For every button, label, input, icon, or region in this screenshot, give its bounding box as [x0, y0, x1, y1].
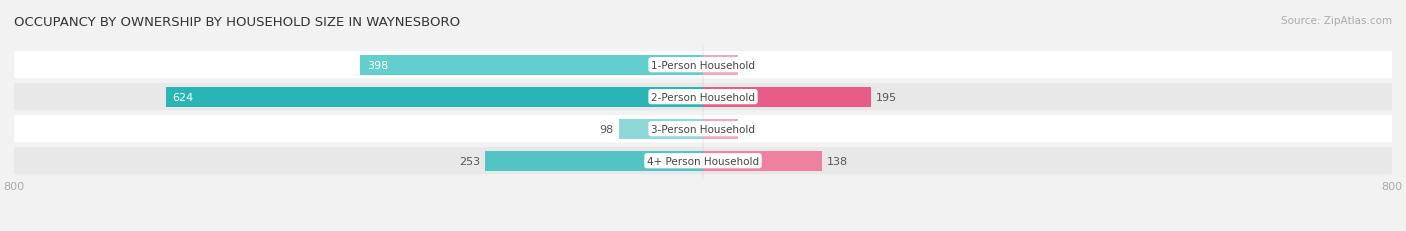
Text: Source: ZipAtlas.com: Source: ZipAtlas.com — [1281, 16, 1392, 26]
Text: 3-Person Household: 3-Person Household — [651, 124, 755, 134]
Bar — [703, 55, 738, 75]
Bar — [703, 119, 738, 139]
Text: 41: 41 — [744, 60, 758, 70]
Bar — [703, 87, 870, 107]
Text: 195: 195 — [876, 92, 897, 102]
Text: 398: 398 — [367, 60, 388, 70]
Text: 98: 98 — [599, 124, 613, 134]
Text: 624: 624 — [173, 92, 194, 102]
Text: 1-Person Household: 1-Person Household — [651, 60, 755, 70]
FancyBboxPatch shape — [14, 147, 1392, 175]
FancyBboxPatch shape — [14, 84, 1392, 111]
Text: OCCUPANCY BY OWNERSHIP BY HOUSEHOLD SIZE IN WAYNESBORO: OCCUPANCY BY OWNERSHIP BY HOUSEHOLD SIZE… — [14, 16, 460, 29]
Bar — [166, 87, 703, 107]
Bar — [360, 55, 703, 75]
Bar — [619, 119, 703, 139]
Bar — [703, 151, 823, 171]
Legend: Owner-occupied, Renter-occupied: Owner-occupied, Renter-occupied — [583, 230, 823, 231]
Text: 4+ Person Household: 4+ Person Household — [647, 156, 759, 166]
FancyBboxPatch shape — [14, 116, 1392, 143]
Text: 41: 41 — [744, 124, 758, 134]
Text: 138: 138 — [827, 156, 848, 166]
Bar — [485, 151, 703, 171]
FancyBboxPatch shape — [14, 52, 1392, 79]
Text: 2-Person Household: 2-Person Household — [651, 92, 755, 102]
Text: 253: 253 — [458, 156, 479, 166]
